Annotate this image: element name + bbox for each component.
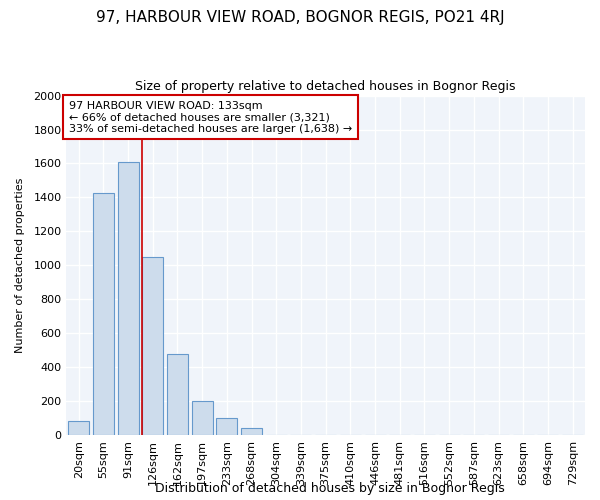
Bar xyxy=(241,428,262,435)
Bar xyxy=(191,401,212,435)
Bar xyxy=(142,257,163,435)
Bar xyxy=(217,418,238,435)
Text: Distribution of detached houses by size in Bognor Regis: Distribution of detached houses by size … xyxy=(155,482,505,495)
Bar xyxy=(68,422,89,435)
Title: Size of property relative to detached houses in Bognor Regis: Size of property relative to detached ho… xyxy=(136,80,516,93)
Y-axis label: Number of detached properties: Number of detached properties xyxy=(15,178,25,353)
Bar xyxy=(93,193,114,435)
Text: 97 HARBOUR VIEW ROAD: 133sqm
← 66% of detached houses are smaller (3,321)
33% of: 97 HARBOUR VIEW ROAD: 133sqm ← 66% of de… xyxy=(69,100,352,134)
Text: 97, HARBOUR VIEW ROAD, BOGNOR REGIS, PO21 4RJ: 97, HARBOUR VIEW ROAD, BOGNOR REGIS, PO2… xyxy=(95,10,505,25)
Bar xyxy=(118,162,139,435)
Bar xyxy=(167,354,188,435)
